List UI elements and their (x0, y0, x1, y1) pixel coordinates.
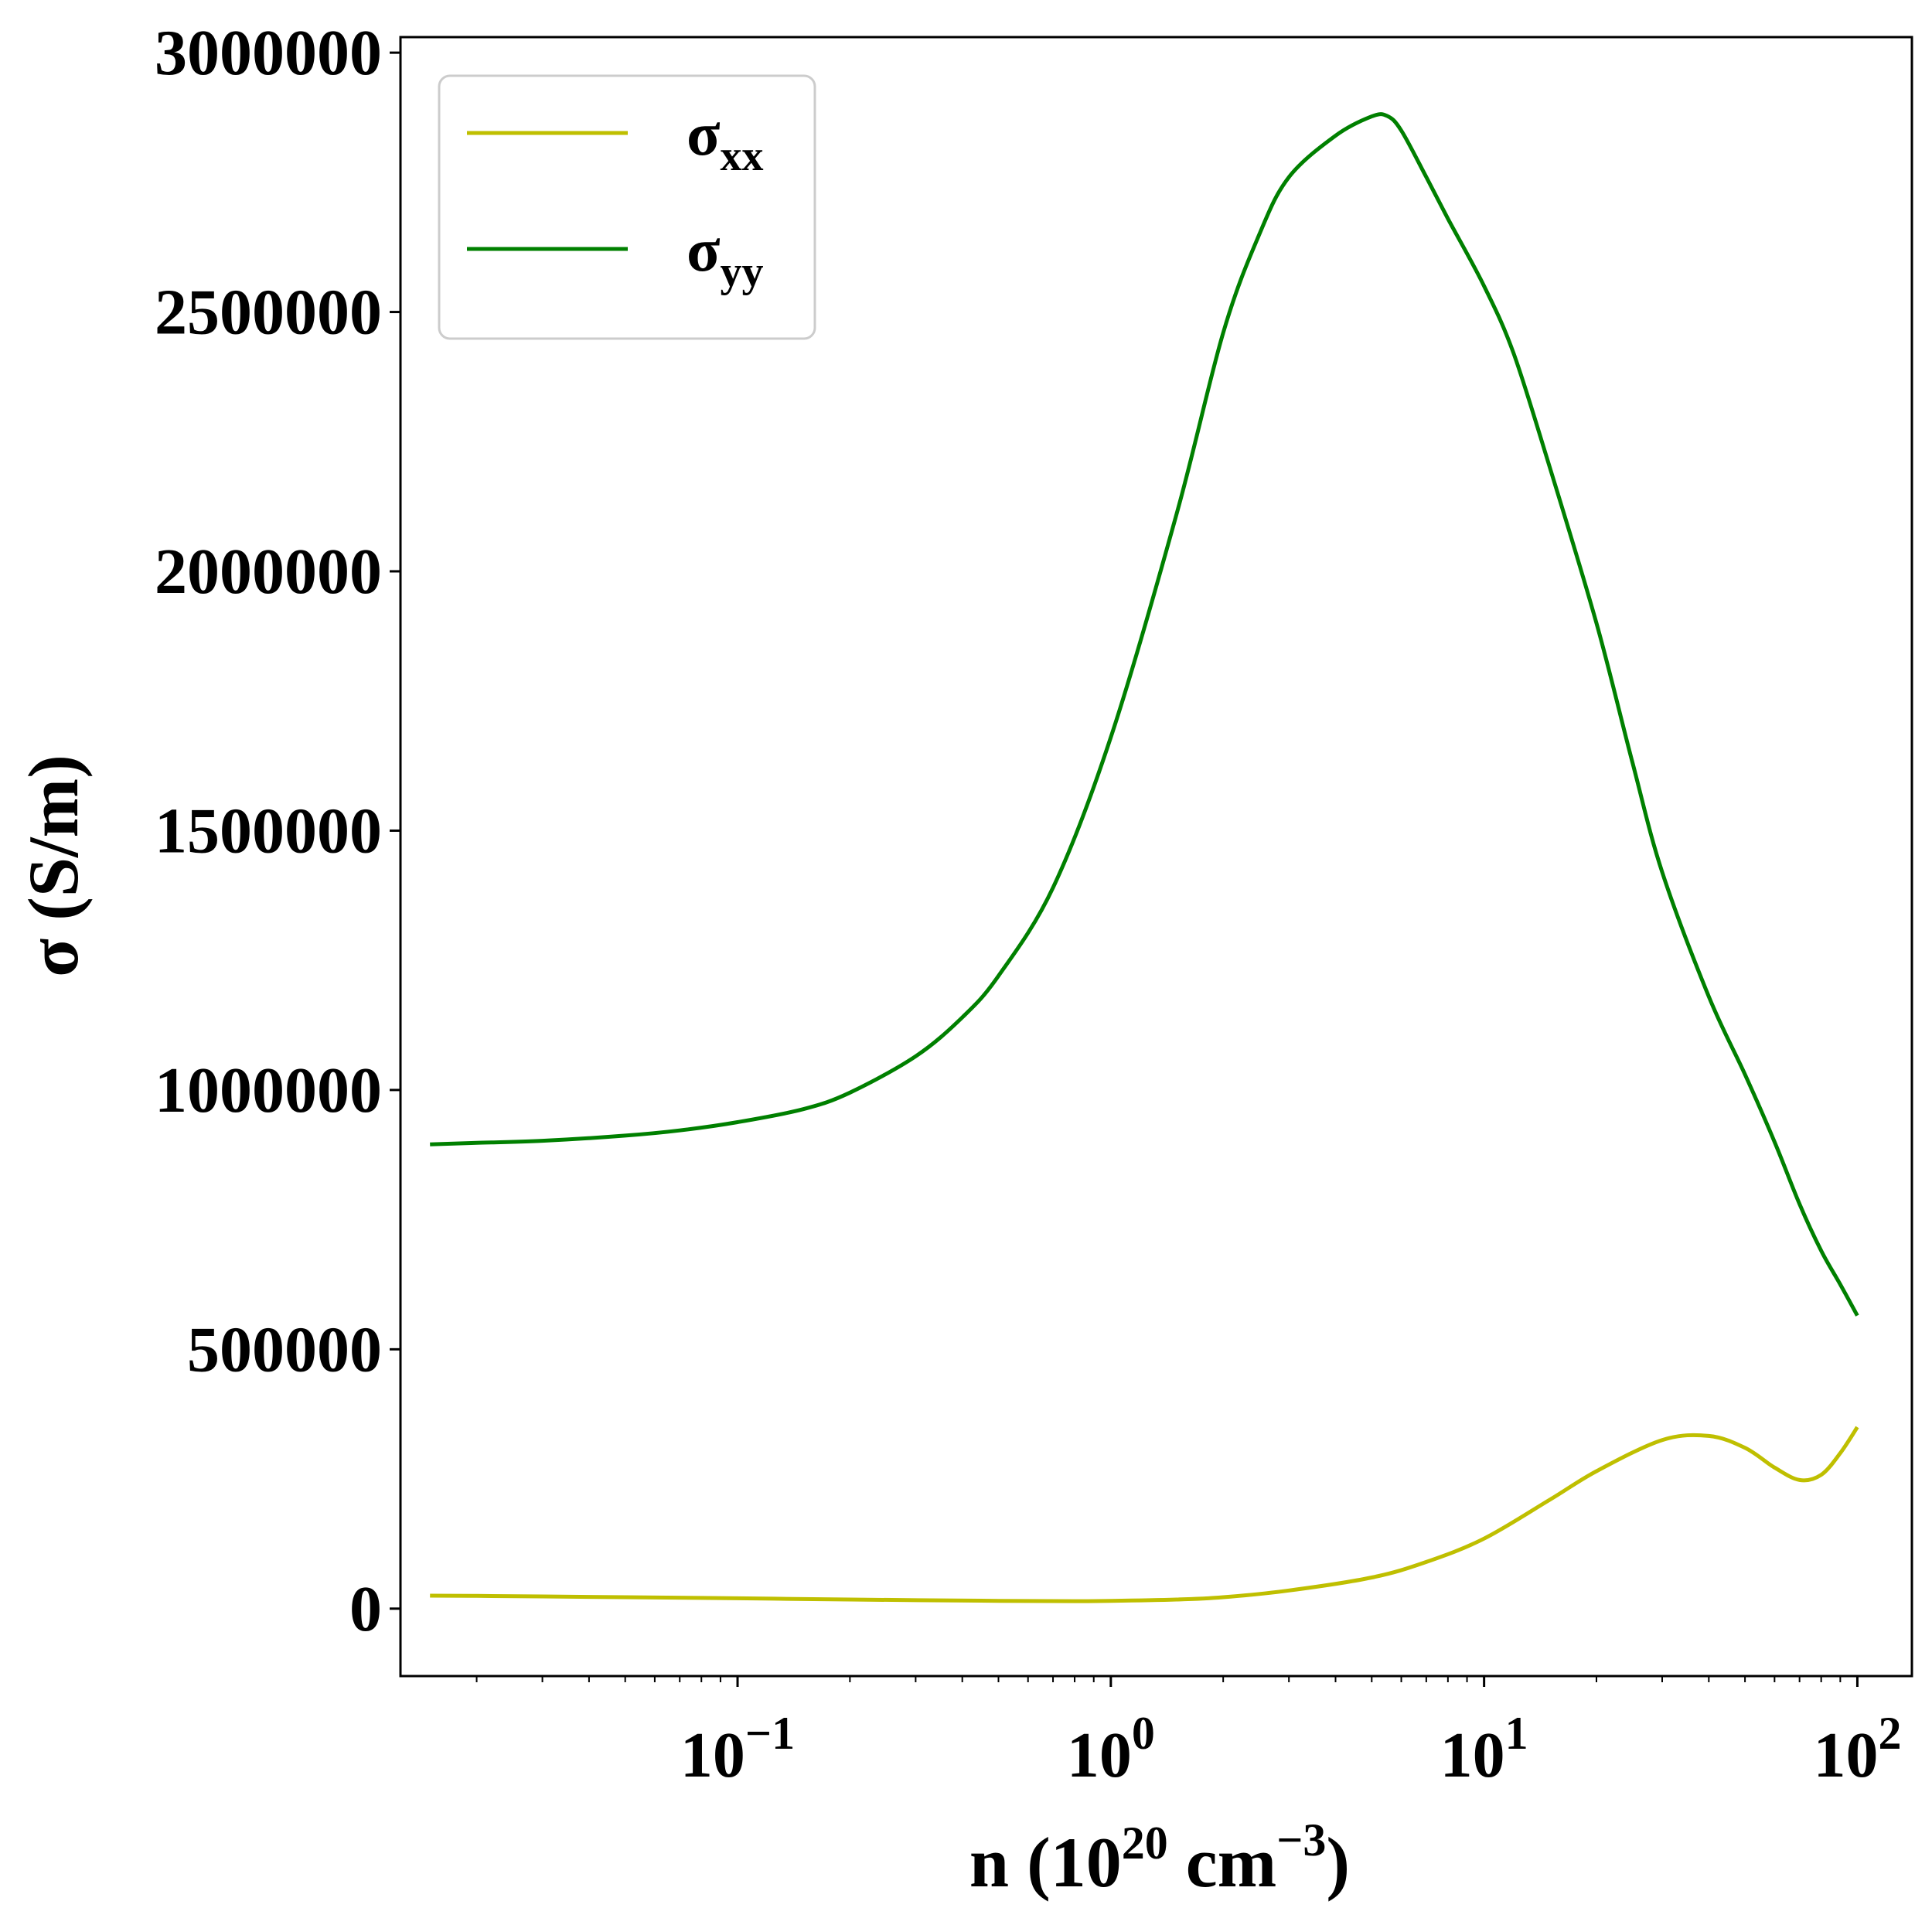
x-tick-label: 10−1 (680, 1708, 795, 1791)
plot-frame (399, 36, 1913, 1678)
y-tick-label: 500000 (187, 1313, 382, 1385)
y-axis: 0 500000 1000000 1500000 2000000 2500000 30000… (155, 17, 400, 1645)
legend-label-sigma-yy: σyy (687, 216, 764, 296)
y-tick-label: 0 (349, 1573, 382, 1645)
x-axis-title-end: ) (1326, 1823, 1350, 1902)
y-tick-label: 2000000 (155, 536, 382, 608)
x-axis-title-sup1: 20 (1122, 1818, 1168, 1869)
series-line-sigma-xx (430, 1426, 1859, 1603)
legend: σxx σyy (438, 74, 816, 340)
x-axis-title-main: n (10 (969, 1823, 1122, 1902)
y-tick-label: 3000000 (155, 17, 382, 89)
x-tick-label: 101 (1440, 1708, 1528, 1791)
y-tick-label: 2500000 (155, 277, 382, 349)
y-tick-label: 1500000 (155, 795, 382, 867)
x-tick-label: 102 (1813, 1708, 1901, 1791)
plot-area (430, 112, 1859, 1603)
x-tick-label: 100 (1067, 1708, 1155, 1791)
x-axis-title-mid: cm (1168, 1823, 1276, 1902)
x-axis-title: n (1020 cm−3) (969, 1814, 1350, 1902)
x-axis: 10−1 100 101 102 (475, 1676, 1901, 1791)
legend-frame (438, 74, 816, 340)
y-tick-label: 1000000 (155, 1054, 382, 1126)
legend-label-sigma-xx: σxx (687, 101, 764, 180)
series-line-sigma-yy (430, 112, 1859, 1317)
y-axis-title: σ (S/m) (14, 755, 93, 977)
x-axis-title-sup2: −3 (1276, 1814, 1326, 1865)
